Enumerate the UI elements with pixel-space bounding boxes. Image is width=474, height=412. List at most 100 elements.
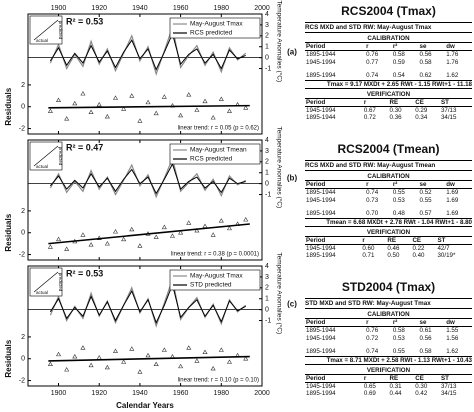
y-tick-label: 2 bbox=[265, 285, 269, 292]
cell: 0.53 bbox=[392, 196, 405, 204]
y-tick-label: 1 bbox=[265, 170, 269, 177]
data-row: 1895-1944 0.72 0.36 0.34 34/15 bbox=[305, 114, 472, 122]
residual-point bbox=[88, 242, 94, 247]
header-cell: r² bbox=[391, 43, 419, 51]
legend-label: May-August Tmax bbox=[190, 273, 243, 280]
panel-label: (b) bbox=[287, 173, 298, 182]
cell: 0.74 bbox=[366, 348, 379, 356]
header-cell: dw bbox=[445, 181, 472, 189]
data-row: 1895-1944 0.76 0.58 0.56 1.76 bbox=[305, 51, 472, 59]
residual-point bbox=[186, 92, 192, 97]
residual-point bbox=[47, 244, 53, 249]
inset-ylabel: predicted bbox=[58, 21, 63, 40]
table-subtitle: RCS MXD and STD RW: May-August Tmean bbox=[305, 160, 472, 171]
r-squared: R² = 0.53 bbox=[66, 16, 103, 26]
data-row: 1895-1994 0.69 0.44 0.42 34/15 bbox=[305, 390, 472, 398]
y-axis-label: Temperature Anomalies (°C) bbox=[275, 126, 283, 208]
section-label: VERIFICATION bbox=[305, 91, 472, 99]
residual-point bbox=[104, 241, 110, 246]
data-row: 1895-1994 0.70 0.48 0.57 1.69 bbox=[305, 210, 472, 218]
residual-point bbox=[96, 101, 102, 107]
header-cell: ST bbox=[436, 236, 472, 245]
y-tick-label: 2 bbox=[265, 33, 269, 40]
header-cell: dw bbox=[445, 43, 472, 51]
residual-point bbox=[137, 369, 143, 374]
cell: 0.30 bbox=[389, 106, 402, 114]
residual-point bbox=[194, 227, 200, 233]
cell: 0.71 bbox=[362, 252, 375, 260]
header-cell: se bbox=[418, 181, 446, 189]
cell: 0.60 bbox=[362, 244, 375, 252]
x-tick-label: 1900 bbox=[51, 390, 67, 397]
data-row: 1895-1944 0.74 0.55 0.52 1.69 bbox=[305, 189, 472, 197]
y2-tick-label: -2 bbox=[19, 125, 25, 132]
equation: Tmax = 9.17 MXDt + 2.65 RWt - 1.15 RWt+1… bbox=[305, 79, 472, 89]
y2-tick-label: 2 bbox=[21, 334, 25, 341]
legend-label: RCS predicted bbox=[190, 156, 233, 163]
residual-point bbox=[47, 108, 53, 113]
y-tick-label: 3 bbox=[265, 274, 269, 281]
cell: 1945-1994 bbox=[306, 334, 336, 342]
residual-point bbox=[178, 363, 184, 369]
header-row: Period r RE CE ST bbox=[305, 98, 472, 107]
verification-table: Period r RE CE ST 1945-1994 0.67 0.30 0.29 37/13 1… bbox=[305, 98, 472, 122]
cell: 0.56 bbox=[419, 334, 432, 342]
cell: 1895-1944 bbox=[306, 51, 336, 58]
verification-table: Period r RE CE ST 1945-1994 0.65 0.31 0.30 37/13 1… bbox=[305, 374, 472, 398]
section-label: CALIBRATION bbox=[305, 173, 472, 181]
residual-point bbox=[121, 236, 127, 242]
trend-line bbox=[48, 355, 250, 362]
r-squared: R² = 0.47 bbox=[66, 142, 103, 152]
y2-tick-label: 2 bbox=[21, 82, 25, 89]
header-cell: RE bbox=[388, 374, 415, 383]
series-line bbox=[49, 24, 247, 76]
cell: 0.72 bbox=[363, 114, 376, 122]
cell: 0.69 bbox=[363, 390, 376, 398]
residual-point bbox=[243, 217, 249, 222]
section-label: CALIBRATION bbox=[305, 35, 472, 43]
y2-tick-label: -2 bbox=[19, 377, 25, 384]
cell: 0.22 bbox=[412, 244, 425, 252]
cell: 0.55 bbox=[419, 196, 432, 204]
cell: 37/13 bbox=[440, 106, 457, 114]
cell: 1.76 bbox=[446, 58, 459, 66]
series-line bbox=[49, 282, 246, 325]
r-squared: R² = 0.53 bbox=[66, 268, 103, 278]
cell: 1895-1994 bbox=[306, 390, 336, 398]
legend bbox=[169, 143, 261, 165]
table-title: STD2004 (Tmax) bbox=[341, 280, 436, 294]
residual-point bbox=[72, 353, 78, 359]
header-cell: r bbox=[361, 236, 387, 245]
header-cell: r bbox=[365, 319, 392, 327]
header-cell: Period bbox=[305, 43, 366, 51]
data-row: 1945-1994 0.72 0.53 0.56 1.56 bbox=[305, 335, 472, 343]
y-tick-label: 4 bbox=[265, 263, 269, 270]
y-tick-label: -1 bbox=[265, 65, 271, 72]
inset-xlabel: actual bbox=[36, 164, 48, 169]
cell: 1895-1944 bbox=[306, 114, 336, 122]
plot-frame bbox=[27, 265, 263, 387]
y-tick-label: 2 bbox=[265, 159, 269, 166]
legend-label: STD predicted bbox=[190, 282, 232, 289]
equation: Tmean = 6.68 MXDt + 2.78 RWt - 1.04 RWt+… bbox=[305, 217, 472, 227]
y-tick-label: 1 bbox=[265, 296, 269, 303]
header-cell: Period bbox=[305, 181, 366, 189]
header-cell: r bbox=[362, 374, 389, 383]
header-cell: dw bbox=[445, 319, 472, 327]
cell: 0.56 bbox=[419, 51, 432, 58]
cell: 0.30 bbox=[415, 382, 428, 390]
residual-point bbox=[218, 347, 224, 352]
residual-point bbox=[161, 347, 167, 352]
data-row: 1945-1994 0.60 0.46 0.22 42/7 bbox=[305, 244, 472, 252]
cell: 1895-1944 bbox=[306, 327, 336, 334]
header-row: Period r r² se dw bbox=[305, 319, 472, 327]
x-axis-label: Calendar Years bbox=[116, 401, 174, 410]
residual-point bbox=[161, 224, 167, 230]
cell: 0.74 bbox=[366, 189, 379, 196]
table-title: RCS2004 (Tmax) bbox=[341, 4, 436, 18]
inset-fit bbox=[33, 19, 59, 41]
residual-point bbox=[47, 361, 53, 366]
y-axis-label: Temperature Anomalies (°C) bbox=[275, 0, 283, 82]
cell: 0.65 bbox=[363, 382, 376, 390]
